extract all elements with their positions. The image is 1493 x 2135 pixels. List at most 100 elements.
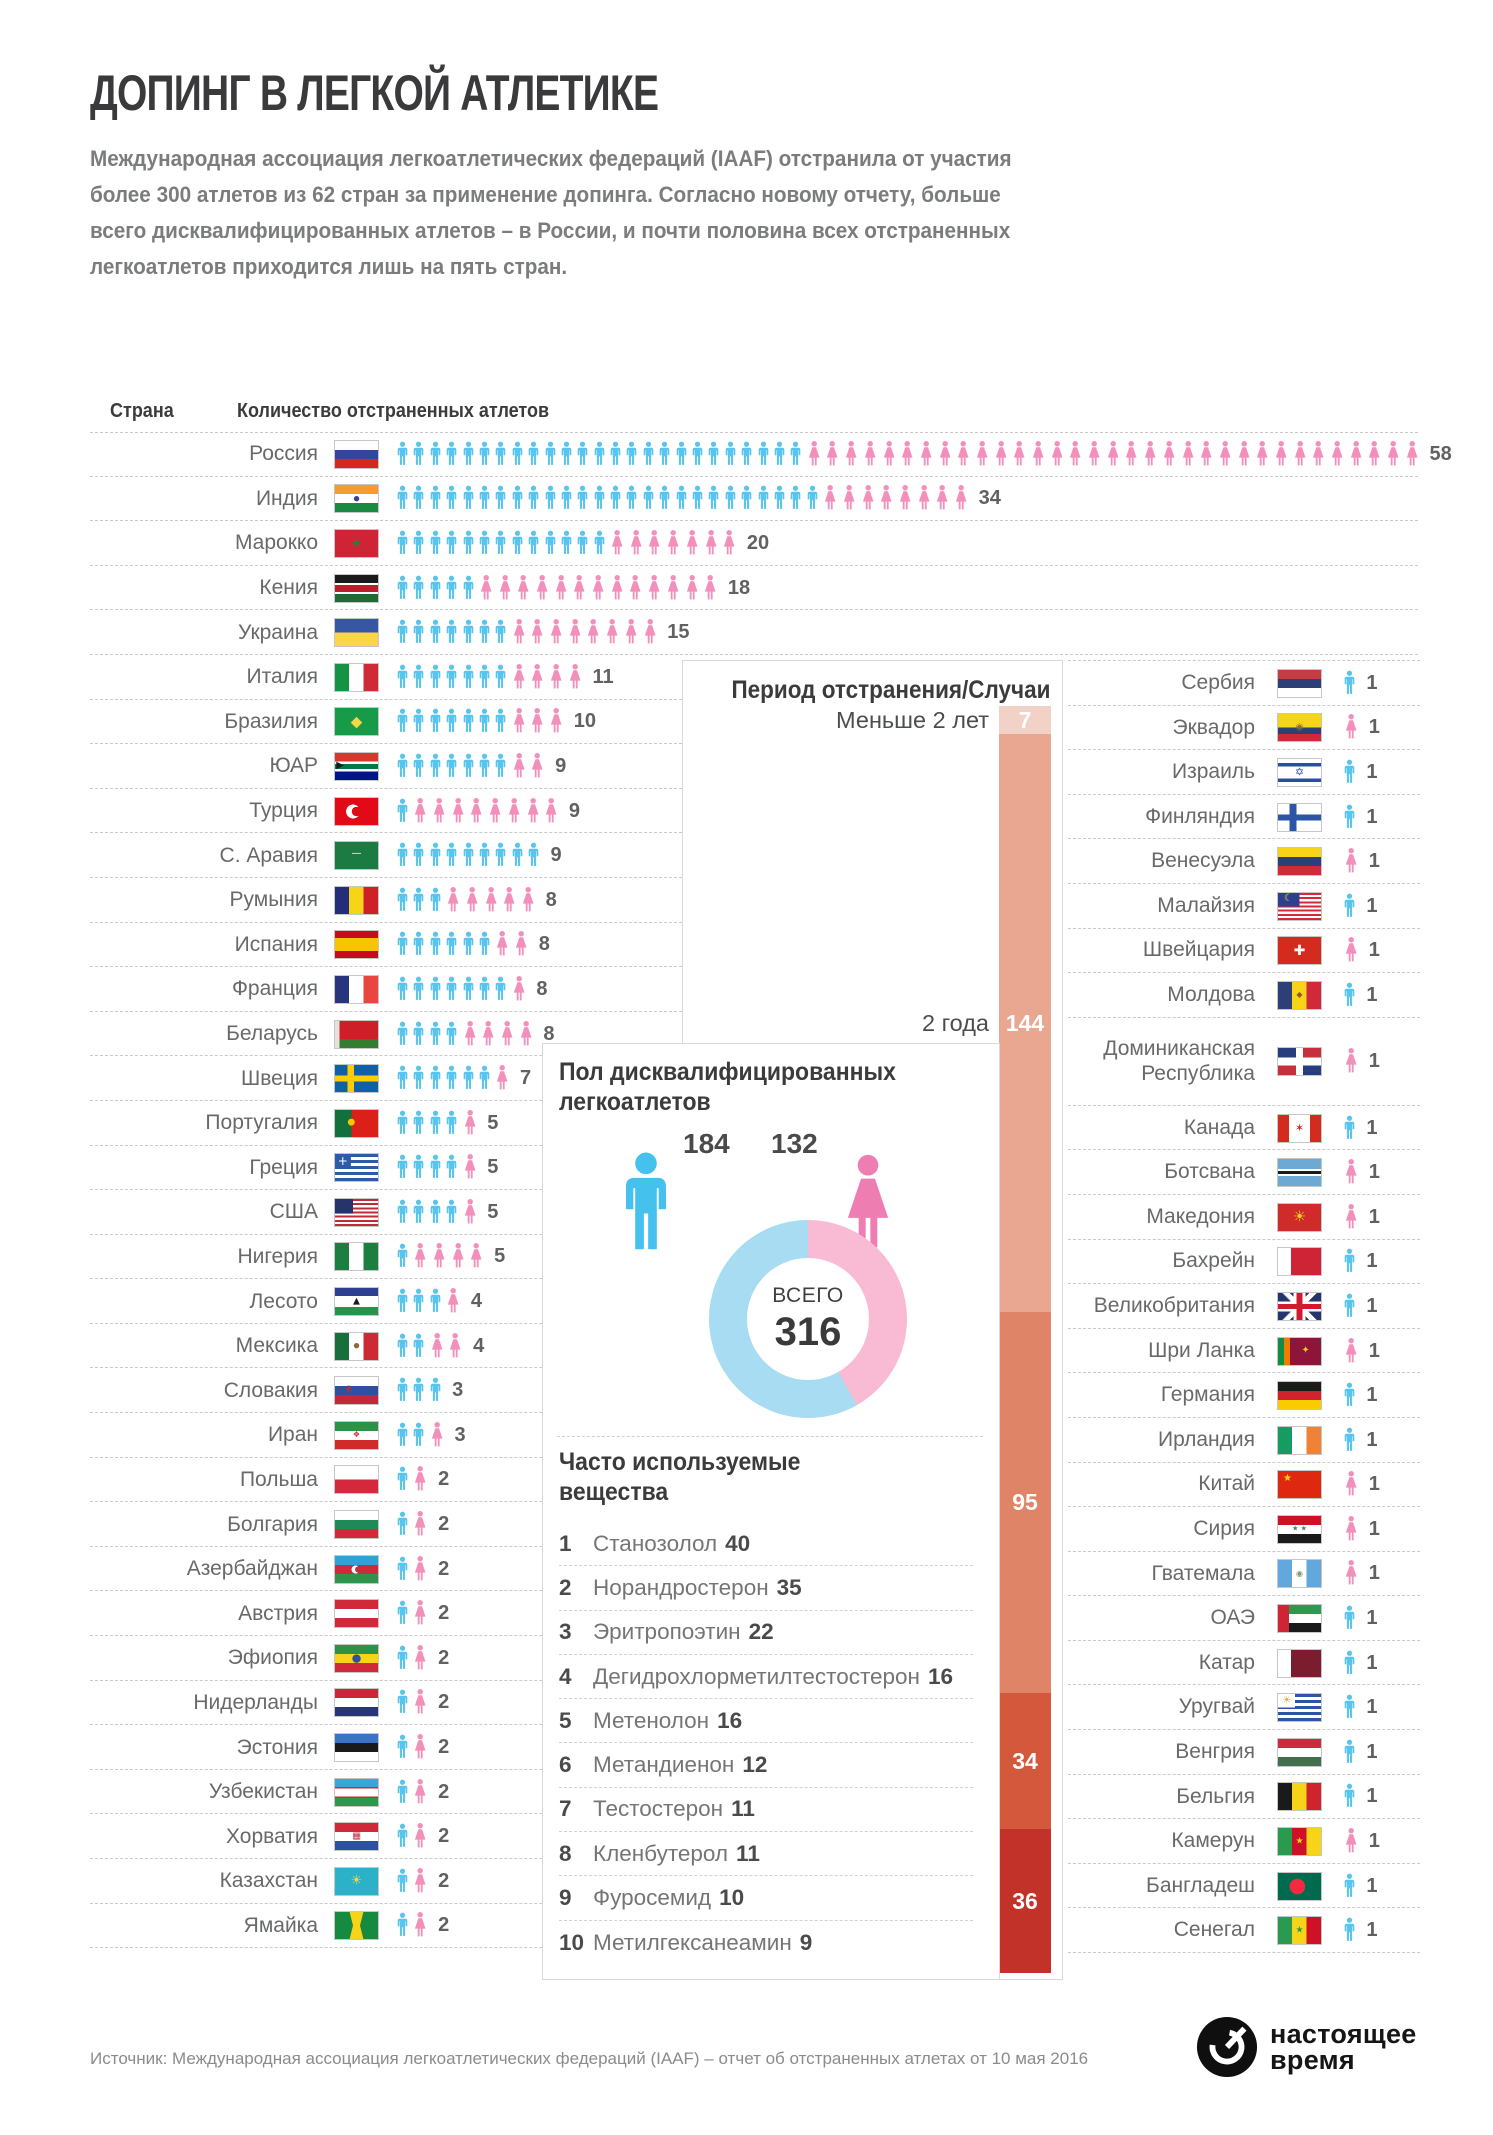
pictogram-row <box>396 663 585 692</box>
bar-segment: 144 <box>999 734 1051 1312</box>
country-label: Эстония <box>236 1735 318 1759</box>
country-rows-left: Россия 58 Индия ● 34 Марокко ★ 20 Кения 18 Украина… <box>90 432 1452 1948</box>
female-icon <box>445 886 461 915</box>
male-icon <box>625 484 638 513</box>
female-icon <box>494 930 510 959</box>
intro-text: Международная ассоциация легкоатлетическ… <box>90 141 1012 285</box>
country-flag: ◉ <box>1277 713 1322 743</box>
pictogram-row <box>396 841 544 870</box>
bar-segment-value: 36 <box>1012 1887 1038 1914</box>
male-icon <box>724 484 737 513</box>
country-label: Марокко <box>234 531 318 555</box>
country-row: Словакия ✟ 3 <box>90 1368 1430 1413</box>
male-icon <box>1343 1782 1356 1811</box>
substance-value: 35 <box>776 1574 802 1600</box>
country-label: Бахрейн <box>1172 1249 1255 1273</box>
country-row: ОАЭ 1 <box>1068 1596 1420 1641</box>
female-icon <box>806 440 822 469</box>
country-flag <box>1277 1782 1322 1812</box>
count-label: 2 <box>438 1468 450 1491</box>
male-icon <box>412 975 425 1004</box>
female-icon <box>1123 440 1139 469</box>
male-icon <box>527 484 540 513</box>
male-icon <box>789 440 802 469</box>
donut-center: ВСЕГО 316 <box>747 1258 869 1380</box>
pictogram-row <box>396 1064 513 1093</box>
substance-item: 2 Норандростерон 35 <box>559 1566 973 1611</box>
male-icon <box>462 618 475 647</box>
female-icon <box>1366 440 1382 469</box>
flag-emblem: ▦ <box>352 1831 361 1842</box>
male-icon <box>429 930 442 959</box>
country-label: Словакия <box>223 1378 318 1402</box>
female-icon <box>993 440 1009 469</box>
country-flag <box>1277 1158 1322 1188</box>
male-icon <box>609 440 622 469</box>
country-row: Уругвай ☀ 1 <box>1068 1685 1420 1730</box>
substance-item: 7 Тестостерон 11 <box>559 1788 973 1833</box>
divider <box>557 1436 983 1437</box>
country-label: Ямайка <box>243 1913 318 1937</box>
country-row: Франция 8 <box>90 967 1430 1012</box>
male-icon <box>806 484 819 513</box>
country-row: Греция +5 <box>90 1146 1430 1191</box>
female-icon <box>1385 440 1401 469</box>
gender-donut-chart: ВСЕГО 316 <box>709 1220 907 1418</box>
flag-emblem: ✦ <box>1301 1345 1310 1357</box>
country-flag <box>334 1688 379 1718</box>
substance-item: 10 Метилгексанеамин 9 <box>559 1921 973 1965</box>
country-row: Австрия 2 <box>90 1591 1430 1636</box>
male-icon <box>658 440 671 469</box>
male-icon <box>396 1867 409 1896</box>
flag-emblem: ☀ <box>1282 1695 1292 1707</box>
male-icon <box>642 484 655 513</box>
male-icon <box>658 484 671 513</box>
pictogram-row <box>396 1911 431 1940</box>
country-flag <box>1277 1381 1322 1411</box>
country-flag: ★ <box>1277 1916 1322 1946</box>
pictogram-row <box>1343 847 1362 876</box>
female-icon <box>1343 1203 1359 1232</box>
male-icon <box>511 529 524 558</box>
country-label: Великобритания <box>1093 1294 1255 1318</box>
count-label: 2 <box>438 1513 450 1536</box>
country-label: Иран <box>267 1423 318 1447</box>
male-icon <box>1343 1649 1356 1678</box>
flag-emblem: ✶ <box>1294 1121 1305 1135</box>
country-label: Сенегал <box>1173 1918 1255 1942</box>
country-flag <box>334 1599 379 1629</box>
country-label: Польша <box>239 1467 318 1491</box>
female-icon <box>480 1020 496 1049</box>
country-row: Мексика ● 4 <box>90 1324 1430 1369</box>
male-icon <box>740 440 753 469</box>
pictogram-row <box>1343 1158 1362 1187</box>
male-icon <box>412 930 425 959</box>
suspension-bar: 7 144 95 34 36 <box>999 706 1051 1973</box>
country-row: Швеция 7 <box>90 1056 1430 1101</box>
male-icon <box>429 975 442 1004</box>
female-icon <box>571 574 587 603</box>
count-label: 1 <box>1366 1651 1378 1674</box>
pictogram-row <box>396 752 548 781</box>
count-label: 5 <box>494 1245 506 1268</box>
male-icon <box>1343 1872 1356 1901</box>
count-label: 1 <box>1366 760 1378 783</box>
country-label: Катар <box>1198 1650 1255 1674</box>
pictogram-row <box>396 886 539 915</box>
country-label: Беларусь <box>226 1022 318 1046</box>
country-row: Румыния 8 <box>90 878 1430 923</box>
male-icon <box>445 574 458 603</box>
pictogram-row <box>1343 1738 1359 1767</box>
male-icon <box>445 752 458 781</box>
substance-value: 40 <box>725 1530 751 1556</box>
brand-logo-line: время <box>1270 2045 1355 2075</box>
male-icon <box>1343 1916 1356 1945</box>
column-header-country: Страна <box>110 400 174 422</box>
count-label: 1 <box>1368 1161 1380 1184</box>
female-icon <box>553 574 569 603</box>
country-row: Казахстан ☀ 2 <box>90 1859 1430 1904</box>
pictogram-row <box>1343 1426 1359 1455</box>
male-icon <box>576 529 589 558</box>
female-icon <box>843 440 859 469</box>
country-row: Израиль ✡ 1 <box>1068 750 1420 795</box>
